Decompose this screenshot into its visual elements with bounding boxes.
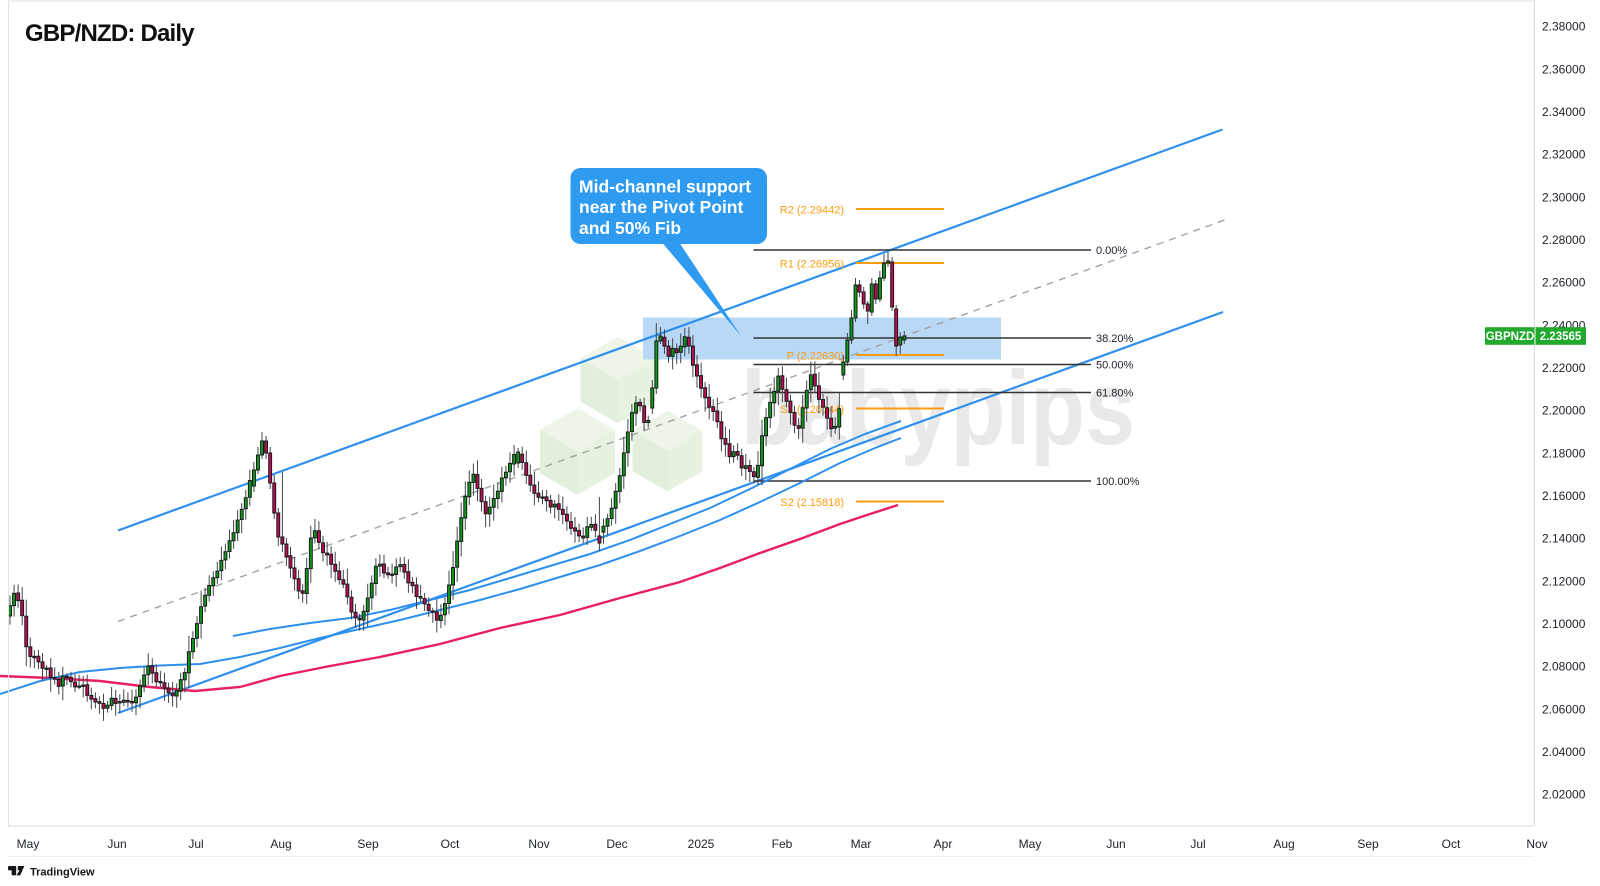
svg-text:Sep: Sep [357,837,379,851]
svg-text:2.18000: 2.18000 [1542,446,1586,460]
svg-text:2.23565: 2.23565 [1540,331,1582,343]
svg-text:2.30000: 2.30000 [1542,190,1586,204]
svg-text:2.36000: 2.36000 [1542,62,1586,76]
svg-text:Aug: Aug [270,837,291,851]
svg-text:May: May [17,837,40,851]
svg-text:61.80%: 61.80% [1096,388,1134,400]
svg-text:2.26000: 2.26000 [1542,276,1586,290]
svg-text:38.20%: 38.20% [1096,333,1134,345]
svg-text:2.12000: 2.12000 [1542,574,1586,588]
svg-text:2.38000: 2.38000 [1542,20,1586,34]
svg-text:2.06000: 2.06000 [1542,702,1586,716]
svg-text:Nov: Nov [528,837,549,851]
svg-text:Dec: Dec [606,837,627,851]
svg-text:2.14000: 2.14000 [1542,532,1586,546]
svg-text:2.10000: 2.10000 [1542,617,1586,631]
svg-text:GBP/NZD: Daily: GBP/NZD: Daily [25,20,195,47]
svg-text:50.00%: 50.00% [1096,360,1134,372]
svg-text:GBPNZD: GBPNZD [1486,331,1535,343]
svg-text:2.22000: 2.22000 [1542,361,1586,375]
svg-text:Jun: Jun [107,837,126,851]
svg-text:Nov: Nov [1526,837,1547,851]
svg-text:Oct: Oct [441,837,460,851]
svg-text:2.04000: 2.04000 [1542,745,1586,759]
svg-text:2.32000: 2.32000 [1542,148,1586,162]
svg-text:Aug: Aug [1273,837,1294,851]
svg-text:P (2.22630): P (2.22630) [787,351,844,363]
svg-text:Jun: Jun [1106,837,1125,851]
svg-text:2025: 2025 [688,837,715,851]
svg-text:Oct: Oct [1442,837,1461,851]
svg-text:0.00%: 0.00% [1096,245,1127,257]
svg-text:Apr: Apr [934,837,953,851]
svg-text:near the Pivot Point: near the Pivot Point [579,197,743,217]
svg-text:2.34000: 2.34000 [1542,105,1586,119]
svg-text:100.00%: 100.00% [1096,476,1140,488]
svg-text:Jul: Jul [1190,837,1205,851]
svg-text:TradingView: TradingView [30,867,95,879]
svg-text:Mar: Mar [851,837,872,851]
svg-text:and 50% Fib: and 50% Fib [579,218,681,238]
svg-text:Feb: Feb [772,837,793,851]
svg-text:2.20000: 2.20000 [1542,404,1586,418]
svg-text:2.08000: 2.08000 [1542,660,1586,674]
svg-text:May: May [1019,837,1042,851]
svg-text:Jul: Jul [188,837,203,851]
svg-text:S2 (2.15818): S2 (2.15818) [780,497,844,509]
svg-text:Sep: Sep [1357,837,1379,851]
svg-text:R2 (2.29442): R2 (2.29442) [780,205,844,217]
svg-text:2.02000: 2.02000 [1542,788,1586,802]
svg-text:Mid-channel support: Mid-channel support [579,177,751,197]
svg-text:2.16000: 2.16000 [1542,489,1586,503]
svg-text:R1 (2.26956): R1 (2.26956) [780,259,844,271]
svg-text:2.28000: 2.28000 [1542,233,1586,247]
